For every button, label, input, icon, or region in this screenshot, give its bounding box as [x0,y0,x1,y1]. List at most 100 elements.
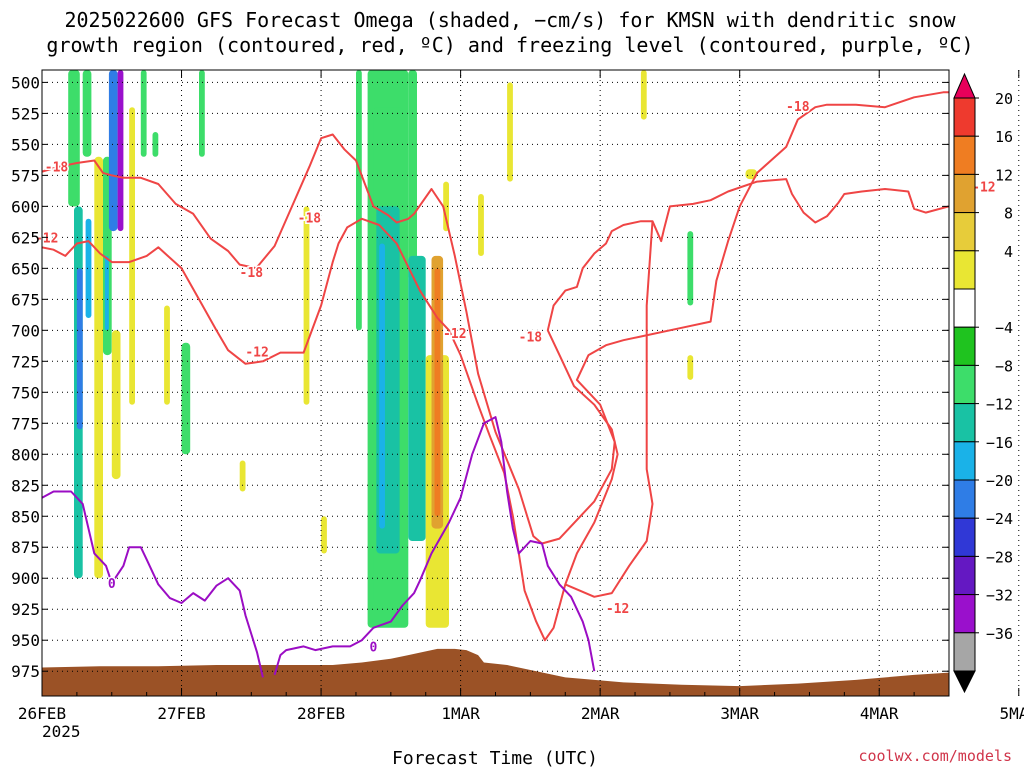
contour-label--18: -18 [519,331,543,346]
colorbar-label: −16 [986,434,1013,452]
colorbar-label: 8 [1004,205,1013,223]
colorbar-segment [953,97,976,137]
colorbar-bottom-arrow [953,670,976,694]
colorbar-label: −12 [986,396,1013,414]
y-tick-label: 825 [11,476,40,495]
colorbar-label: −24 [986,510,1013,528]
colorbar-segment [953,441,976,481]
y-tick-label: 500 [11,73,40,92]
colorbar-segment [953,250,976,290]
chart-title-line-1: 2025022600 GFS Forecast Omega (shaded, −… [64,8,956,32]
colorbar-top-arrow [953,72,976,99]
y-tick-label: 575 [11,166,40,185]
colorbar-segment [953,326,976,366]
contours [42,91,949,678]
contour-label--12: -12 [606,602,629,617]
omega-region [379,243,385,529]
x-tick-label: 3MAR [720,704,759,723]
omega-region [239,460,246,492]
y-tick-label: 875 [11,538,40,557]
colorbar-label: 20 [995,90,1013,108]
omega-region [181,342,191,455]
colorbar-segment [953,517,976,557]
colorbar-segment [953,212,976,252]
contour-line-0 [273,416,596,676]
omega-region [117,70,124,232]
contour-label-0: 0 [108,577,116,592]
omega-region [164,305,170,405]
colorbar-segment [953,479,976,519]
omega-region [94,156,103,579]
x-axis: 26FEB 27FEB 28FEB 1MAR 2MAR 3MAR 4MAR 5MAR [18,70,1024,723]
colorbar-label: 4 [1004,243,1013,261]
y-tick-label: 850 [11,507,40,526]
y-tick-label: 775 [11,414,40,433]
colorbar-segment [953,403,976,443]
colorbar-segment [953,364,976,405]
contour-label--12: -12 [972,181,995,196]
y-tick-label: 725 [11,352,40,371]
colorbar-label: −28 [986,548,1013,566]
contour-line--18 [42,159,258,270]
credit-text: coolwx.com/models [858,747,1012,765]
contour-label-0: 0 [369,640,377,655]
omega-region [85,218,92,318]
omega-region [111,330,121,480]
colorbar-label: 16 [995,128,1013,146]
terrain-fill [42,648,949,696]
y-tick-label: 975 [11,662,40,681]
omega-region [108,70,118,232]
omega-region [303,206,310,405]
x-tick-label: 2MAR [581,704,620,723]
omega-region [140,70,147,157]
omega-region [507,82,513,182]
omega-region [152,132,159,157]
y-tick-label: 750 [11,383,40,402]
contour-labels: -18-18-18-18-18-12-12-12-12-12-120000 [33,98,997,657]
x-axis-year: 2025 [42,722,81,741]
omega-region [199,70,205,157]
contour-label--12: -12 [443,327,466,342]
x-tick-label: 28FEB [297,704,345,723]
omega-region [76,268,83,430]
colorbar-segment [953,135,976,175]
y-tick-label: 950 [11,631,40,650]
contour-line--12 [564,221,654,598]
y-tick-label: 675 [11,290,40,309]
colorbar-label: −20 [986,472,1013,490]
omega-region [129,107,135,405]
chart-title-line-2: growth region (contoured, red, ºC) and f… [46,33,973,57]
colorbar-label: −36 [986,625,1013,643]
x-tick-label: 26FEB [18,704,66,723]
omega-region [68,70,80,207]
colorbar-segment [953,173,976,214]
contour-label--18: -18 [298,212,322,227]
omega-region [687,355,694,380]
omega-region [321,516,327,554]
omega-region [104,255,109,331]
omega-region [356,70,362,331]
y-tick-label: 900 [11,569,40,588]
omega-region [687,231,694,306]
x-tick-label: 5MAR [1000,704,1024,723]
colorbar-label: −8 [995,357,1013,375]
omega-region [408,255,426,541]
omega-region [478,194,484,256]
colorbar-label: −32 [986,587,1013,605]
colorbar-segment [953,632,976,672]
contour-label--12: -12 [35,231,58,246]
contour-line--12 [42,178,949,642]
omega-shading [68,70,758,628]
contour-label--12: -12 [245,345,268,360]
contour-label--18: -18 [240,266,264,281]
terrain [42,648,949,696]
y-tick-label: 800 [11,445,40,464]
y-axis: 500 525 550 575 600 625 650 675 700 725 750 775 800 8… [11,73,949,681]
y-tick-label: 925 [11,600,40,619]
colorbar-segment [953,288,976,328]
y-tick-label: 625 [11,228,40,247]
y-tick-label: 550 [11,135,40,154]
colorbar: 20 16 12 8 4 −4 −8 −12 −16 −20 −24 −28 −32 −36 [953,72,1013,694]
colorbar-label: −4 [995,319,1013,337]
